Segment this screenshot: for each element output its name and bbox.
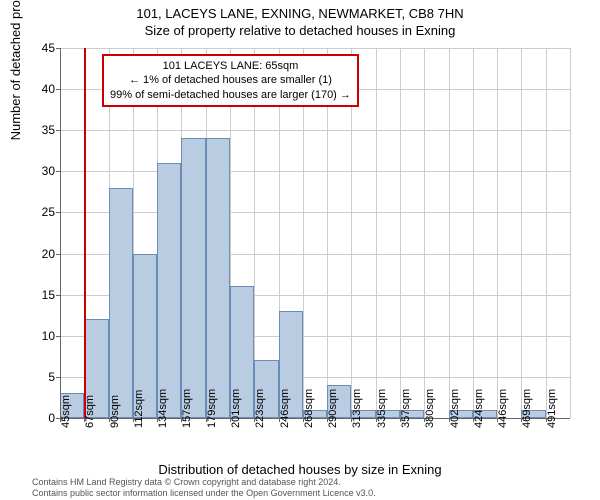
xtick-mark — [279, 418, 280, 422]
ytick-mark — [56, 295, 60, 296]
xtick-mark — [206, 418, 207, 422]
xtick-mark — [521, 418, 522, 422]
xtick-mark — [133, 418, 134, 422]
ytick-mark — [56, 171, 60, 172]
xtick-mark — [327, 418, 328, 422]
gridline-v — [400, 48, 401, 418]
chart-title-line1: 101, LACEYS LANE, EXNING, NEWMARKET, CB8… — [0, 0, 600, 21]
gridline-v — [497, 48, 498, 418]
property-marker-line — [84, 48, 86, 418]
ytick-label: 15 — [25, 288, 55, 302]
ytick-mark — [56, 212, 60, 213]
ytick-mark — [56, 377, 60, 378]
chart-title-line2: Size of property relative to detached ho… — [0, 21, 600, 38]
ytick-label: 10 — [25, 329, 55, 343]
xtick-mark — [60, 418, 61, 422]
ytick-label: 30 — [25, 164, 55, 178]
ytick-label: 35 — [25, 123, 55, 137]
histogram-bar — [157, 163, 181, 418]
xtick-mark — [449, 418, 450, 422]
footer-line1: Contains HM Land Registry data © Crown c… — [32, 477, 376, 488]
ytick-mark — [56, 130, 60, 131]
info-box-line2: ← 1% of detached houses are smaller (1) — [110, 73, 351, 87]
xtick-mark — [400, 418, 401, 422]
info-box-line3: 99% of semi-detached houses are larger (… — [110, 88, 351, 102]
y-axis-line — [60, 48, 61, 418]
ytick-label: 45 — [25, 41, 55, 55]
ytick-label: 0 — [25, 411, 55, 425]
gridline-v — [473, 48, 474, 418]
chart-container: 101, LACEYS LANE, EXNING, NEWMARKET, CB8… — [0, 0, 600, 500]
histogram-bar — [181, 138, 205, 418]
xtick-mark — [230, 418, 231, 422]
gridline-h — [60, 130, 570, 131]
gridline-v — [521, 48, 522, 418]
ytick-mark — [56, 48, 60, 49]
gridline-h — [60, 212, 570, 213]
xtick-mark — [351, 418, 352, 422]
gridline-h — [60, 171, 570, 172]
xtick-mark — [84, 418, 85, 422]
xtick-mark — [497, 418, 498, 422]
ytick-label: 25 — [25, 205, 55, 219]
histogram-bar — [206, 138, 230, 418]
footer-line2: Contains public sector information licen… — [32, 488, 376, 499]
gridline-v — [546, 48, 547, 418]
gridline-h — [60, 48, 570, 49]
ytick-label: 40 — [25, 82, 55, 96]
y-axis-label: Number of detached properties — [8, 0, 23, 140]
gridline-v — [449, 48, 450, 418]
histogram-bar — [109, 188, 133, 418]
ytick-mark — [56, 336, 60, 337]
xtick-mark — [254, 418, 255, 422]
info-box: 101 LACEYS LANE: 65sqm← 1% of detached h… — [102, 54, 359, 107]
gridline-v — [376, 48, 377, 418]
ytick-label: 5 — [25, 370, 55, 384]
x-axis-label: Distribution of detached houses by size … — [0, 462, 600, 477]
ytick-label: 20 — [25, 247, 55, 261]
xtick-mark — [181, 418, 182, 422]
xtick-mark — [546, 418, 547, 422]
plot-area: 101 LACEYS LANE: 65sqm← 1% of detached h… — [60, 48, 570, 418]
gridline-v — [424, 48, 425, 418]
ytick-mark — [56, 254, 60, 255]
xtick-mark — [303, 418, 304, 422]
xtick-mark — [424, 418, 425, 422]
xtick-mark — [109, 418, 110, 422]
footer-attribution: Contains HM Land Registry data © Crown c… — [32, 477, 376, 499]
info-box-line1: 101 LACEYS LANE: 65sqm — [110, 59, 351, 73]
ytick-mark — [56, 89, 60, 90]
gridline-v — [570, 48, 571, 418]
xtick-mark — [473, 418, 474, 422]
xtick-mark — [157, 418, 158, 422]
xtick-mark — [376, 418, 377, 422]
